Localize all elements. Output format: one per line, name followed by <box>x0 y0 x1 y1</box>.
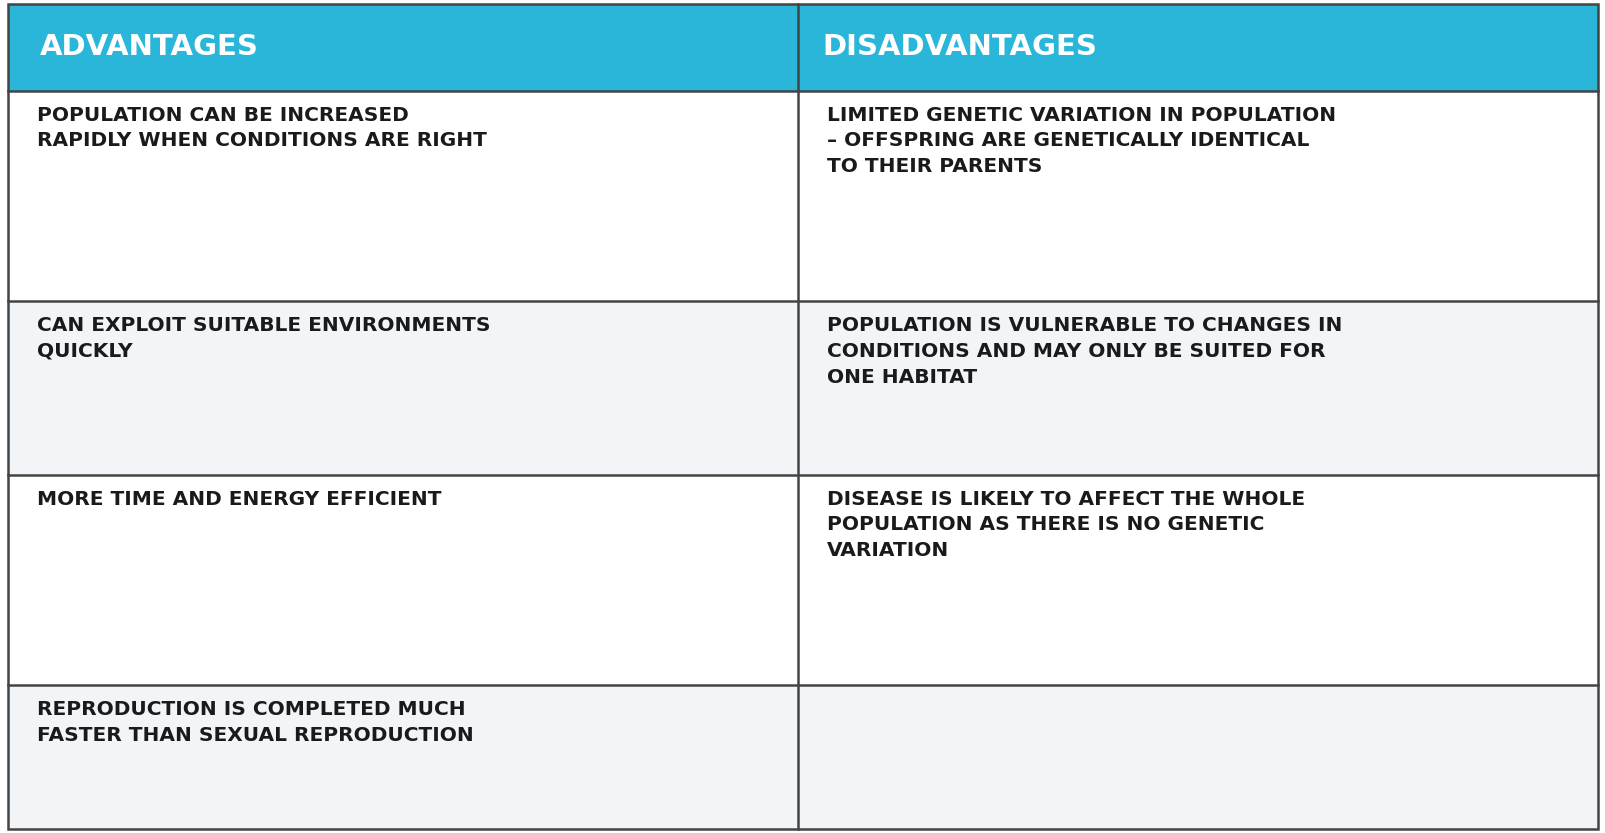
Text: POPULATION CAN BE INCREASED
RAPIDLY WHEN CONDITIONS ARE RIGHT: POPULATION CAN BE INCREASED RAPIDLY WHEN… <box>37 106 486 151</box>
Text: DISADVANTAGES: DISADVANTAGES <box>822 33 1096 62</box>
Bar <box>8 4 798 91</box>
Bar <box>8 301 798 475</box>
Bar <box>8 475 798 685</box>
Bar <box>798 475 1597 685</box>
Text: MORE TIME AND ENERGY EFFICIENT: MORE TIME AND ENERGY EFFICIENT <box>37 490 441 509</box>
Text: REPRODUCTION IS COMPLETED MUCH
FASTER THAN SEXUAL REPRODUCTION: REPRODUCTION IS COMPLETED MUCH FASTER TH… <box>37 700 473 745</box>
Bar <box>8 91 798 301</box>
Bar <box>8 685 798 829</box>
Bar <box>798 685 1597 829</box>
Text: DISEASE IS LIKELY TO AFFECT THE WHOLE
POPULATION AS THERE IS NO GENETIC
VARIATIO: DISEASE IS LIKELY TO AFFECT THE WHOLE PO… <box>827 490 1305 560</box>
Text: ADVANTAGES: ADVANTAGES <box>40 33 258 62</box>
Bar <box>798 91 1597 301</box>
Bar <box>798 4 1597 91</box>
Text: CAN EXPLOIT SUITABLE ENVIRONMENTS
QUICKLY: CAN EXPLOIT SUITABLE ENVIRONMENTS QUICKL… <box>37 316 490 361</box>
Text: POPULATION IS VULNERABLE TO CHANGES IN
CONDITIONS AND MAY ONLY BE SUITED FOR
ONE: POPULATION IS VULNERABLE TO CHANGES IN C… <box>827 316 1342 387</box>
Bar <box>798 301 1597 475</box>
Text: LIMITED GENETIC VARIATION IN POPULATION
– OFFSPRING ARE GENETICALLY IDENTICAL
TO: LIMITED GENETIC VARIATION IN POPULATION … <box>827 106 1335 177</box>
